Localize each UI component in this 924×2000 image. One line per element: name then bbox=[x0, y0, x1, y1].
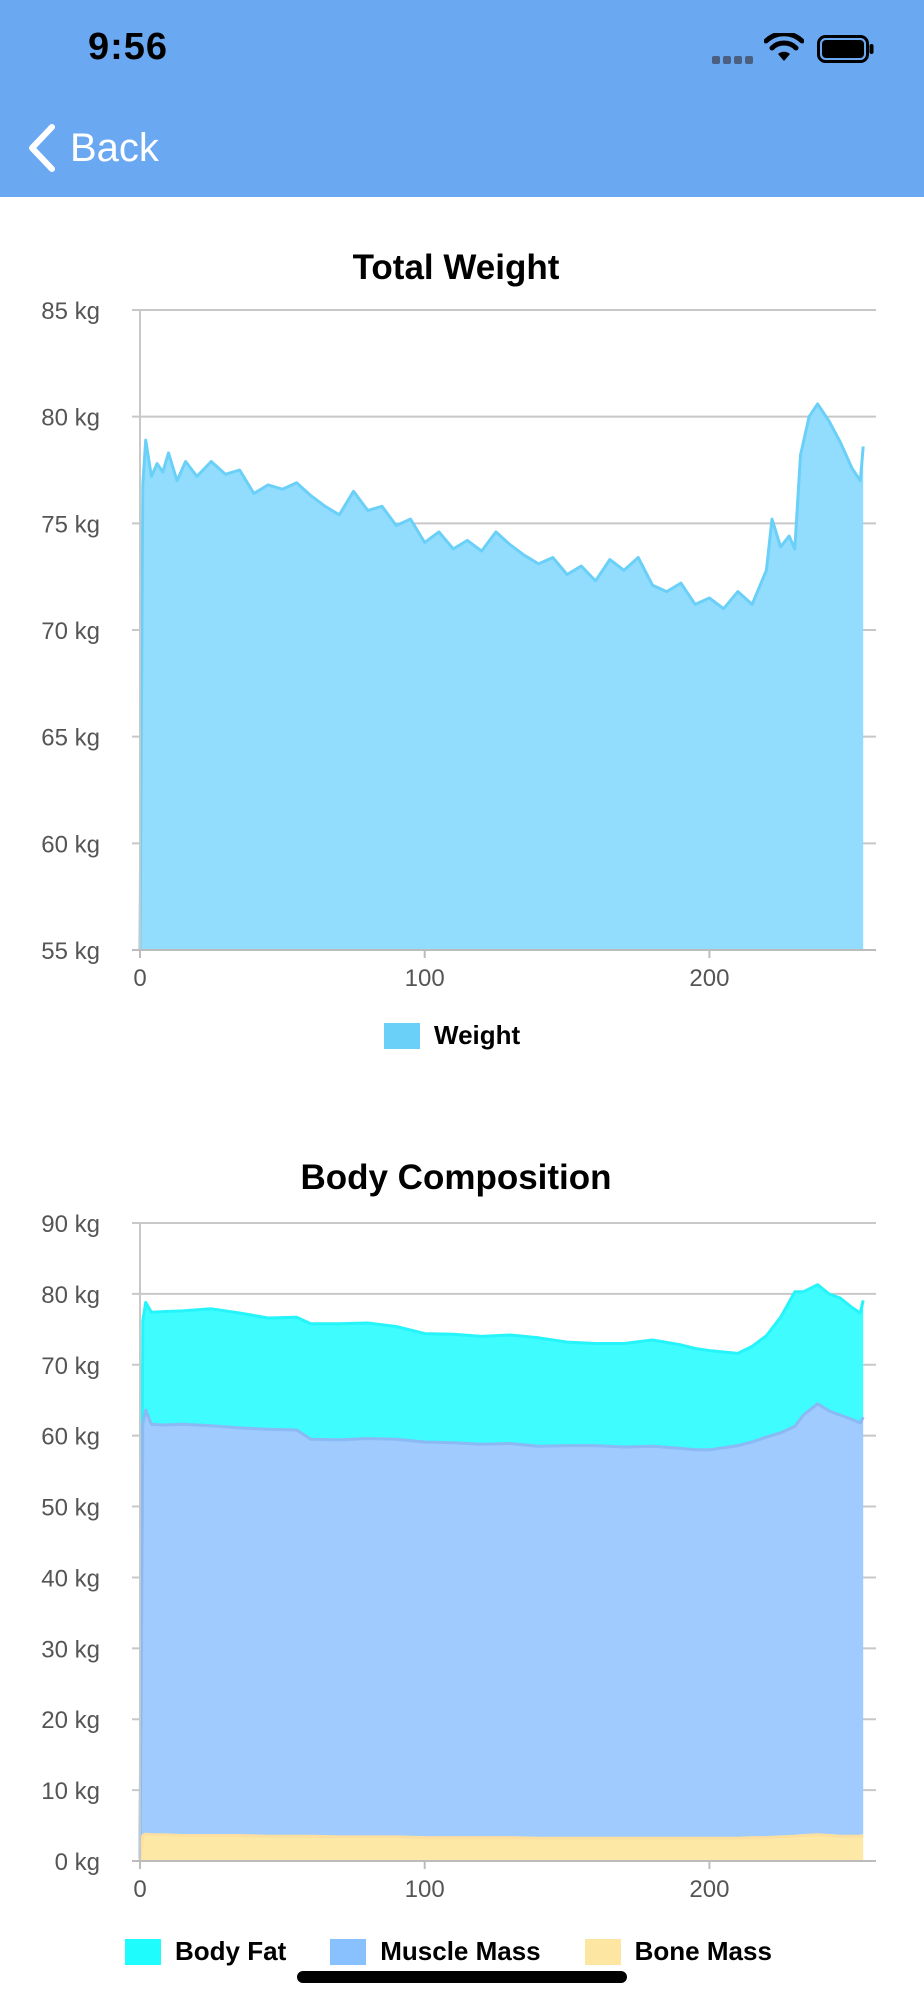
x-tick-label: 100 bbox=[405, 1876, 445, 1903]
y-tick-label: 0 kg bbox=[55, 1849, 100, 1876]
y-tick-label: 20 kg bbox=[41, 1707, 100, 1734]
area-bone-mass bbox=[140, 1834, 864, 1861]
y-tick-label: 70 kg bbox=[41, 1353, 100, 1380]
legend-item-muscle-mass: Muscle Mass bbox=[330, 1936, 541, 1967]
y-tick-label: 30 kg bbox=[41, 1636, 100, 1663]
y-tick-label: 90 kg bbox=[41, 1211, 100, 1238]
y-tick-label: 60 kg bbox=[41, 831, 100, 858]
legend-swatch bbox=[384, 1022, 420, 1049]
y-tick-label: 10 kg bbox=[41, 1778, 100, 1805]
chart-legend: Body Fat Muscle Mass Bone Mass bbox=[125, 1936, 772, 1967]
y-tick-label: 70 kg bbox=[41, 618, 100, 645]
y-tick-label: 85 kg bbox=[41, 298, 100, 325]
weight-plot: 55 kg 60 kg 65 kg 70 kg 75 kg 80 kg 85 kg 0 100 2… bbox=[41, 298, 876, 992]
line-bone-mass bbox=[138, 1832, 864, 1862]
nav-header: 9:56 Back bbox=[0, 0, 924, 197]
legend-label: Body Fat bbox=[175, 1936, 287, 1966]
total-weight-chart: Total Weight 55 kg 60 kg 65 kg 70 kg 75 kg 80… bbox=[0, 240, 924, 1060]
chart-legend: Weight bbox=[384, 1020, 520, 1051]
back-button[interactable]: Back bbox=[26, 118, 159, 178]
x-tick-label: 0 bbox=[133, 1876, 146, 1903]
area-body-fat bbox=[140, 1284, 864, 1861]
area-muscle-mass bbox=[140, 1403, 864, 1861]
chart-title: Total Weight bbox=[352, 248, 560, 287]
status-time: 9:56 bbox=[88, 26, 169, 68]
legend-swatch bbox=[330, 1938, 367, 1965]
line-muscle-mass bbox=[138, 1402, 865, 1862]
x-tick-label: 200 bbox=[689, 965, 729, 992]
x-tick-label: 0 bbox=[133, 965, 146, 992]
y-tick-label: 60 kg bbox=[41, 1424, 100, 1451]
legend-item-bone-mass: Bone Mass bbox=[584, 1936, 772, 1967]
line-body-fat bbox=[138, 1283, 865, 1862]
chart-title: Body Composition bbox=[300, 1158, 612, 1197]
body-composition-chart: Body Composition 0 kg 10 kg 20 kg 30 kg 40 k… bbox=[0, 1150, 924, 2000]
y-tick-label: 75 kg bbox=[41, 511, 100, 538]
area-weight bbox=[140, 403, 864, 950]
home-indicator bbox=[297, 1971, 627, 1983]
y-tick-label: 80 kg bbox=[41, 405, 100, 432]
x-tick-label: 100 bbox=[405, 965, 445, 992]
y-tick-label: 40 kg bbox=[41, 1565, 100, 1592]
legend-label: Muscle Mass bbox=[380, 1936, 541, 1966]
legend-swatch bbox=[125, 1938, 161, 1965]
battery-icon bbox=[817, 35, 874, 63]
y-tick-label: 65 kg bbox=[41, 725, 100, 752]
legend-label: Bone Mass bbox=[634, 1936, 772, 1966]
signal-dots-icon bbox=[712, 56, 754, 64]
x-tick-label: 200 bbox=[689, 1876, 729, 1903]
legend-item-body-fat: Body Fat bbox=[125, 1936, 286, 1967]
composition-plot: 0 kg 10 kg 20 kg 30 kg 40 kg 50 kg 60 kg 70 kg 8… bbox=[41, 1211, 876, 1903]
legend-label: Weight bbox=[434, 1020, 521, 1050]
back-label: Back bbox=[70, 125, 159, 170]
legend-item-weight: Weight bbox=[384, 1020, 520, 1051]
y-tick-label: 80 kg bbox=[41, 1282, 100, 1309]
legend-swatch bbox=[584, 1938, 621, 1965]
chevron-left-icon bbox=[29, 124, 55, 172]
wifi-icon bbox=[764, 33, 804, 61]
y-tick-label: 55 kg bbox=[41, 938, 100, 965]
y-tick-label: 50 kg bbox=[41, 1495, 100, 1522]
line-weight bbox=[138, 402, 865, 951]
